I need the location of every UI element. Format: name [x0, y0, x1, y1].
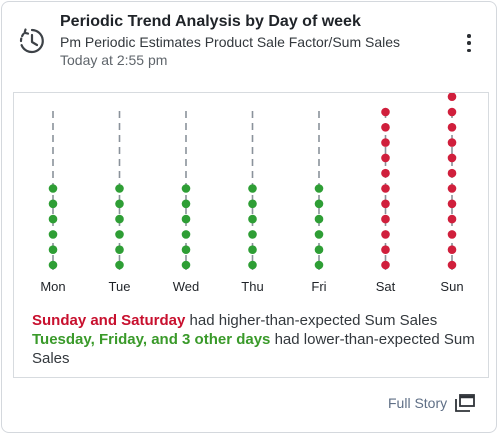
data-dot [447, 168, 457, 178]
data-dot [115, 230, 124, 239]
data-dot [447, 199, 457, 209]
data-dot [48, 230, 58, 239]
data-dot [381, 260, 390, 270]
data-dot [48, 245, 58, 254]
full-story-label: Full Story [388, 395, 448, 411]
insight-lower-text: had lower-than-expected Sum Sales [32, 331, 475, 367]
data-dot [447, 214, 457, 224]
data-dot [381, 230, 390, 239]
card-subtitle: Pm Periodic Estimates Product Sale Facto… [60, 34, 401, 50]
data-dot [447, 184, 457, 193]
data-dot [314, 199, 324, 209]
data-dot [181, 199, 191, 209]
data-dot [115, 245, 124, 254]
data-dot [447, 153, 457, 163]
day-column-sun: Sun [440, 93, 464, 293]
x-tick-label: Fri [311, 279, 326, 293]
data-dot [381, 184, 390, 193]
day-column-wed: Wed [173, 111, 200, 293]
x-tick-label: Tue [109, 279, 131, 293]
kebab-menu-icon[interactable] [462, 34, 476, 52]
insight-higher: Sunday and Saturday had higher-than-expe… [32, 311, 482, 330]
data-dot [314, 214, 324, 224]
data-dot [248, 245, 257, 254]
data-dot [381, 138, 390, 147]
day-of-week-dot-chart: Mon Tue Wed Thu Fri Sat Sun [40, 93, 464, 293]
data-dot [381, 107, 390, 117]
open-in-new-window-icon [455, 394, 476, 412]
data-dot [447, 123, 457, 132]
history-clock-icon [19, 28, 44, 54]
data-dot [447, 230, 457, 239]
day-column-thu: Thu [241, 111, 264, 293]
data-dot [48, 260, 58, 270]
data-dot [381, 153, 390, 163]
day-column-fri: Fri [311, 111, 327, 293]
data-dot [447, 107, 457, 117]
day-column-tue: Tue [109, 111, 131, 293]
full-story-link[interactable]: Full Story [388, 393, 476, 413]
data-dot [248, 184, 257, 193]
x-tick-label: Sat [376, 279, 396, 293]
insight-lower-days: Tuesday, Friday, and 3 other days [32, 331, 271, 348]
x-tick-label: Wed [173, 279, 200, 293]
insight-higher-days: Sunday and Saturday [32, 312, 186, 329]
data-dot [314, 184, 324, 193]
data-dot [447, 260, 457, 270]
data-dot [248, 260, 257, 270]
card-timestamp: Today at 2:55 pm [60, 52, 168, 68]
data-dot [115, 214, 124, 224]
day-column-sat: Sat [376, 107, 396, 293]
data-dot [447, 138, 457, 147]
data-dot [181, 214, 191, 224]
day-column-mon: Mon [40, 111, 66, 293]
data-dot [381, 199, 390, 209]
data-dot [314, 230, 324, 239]
insight-higher-text: had higher-than-expected Sum Sales [185, 312, 438, 329]
insight-lower: Tuesday, Friday, and 3 other days had lo… [32, 330, 482, 368]
insight-summary: Sunday and Saturday had higher-than-expe… [32, 311, 482, 368]
data-dot [248, 230, 257, 239]
data-dot [115, 260, 124, 270]
data-dot [314, 260, 324, 270]
data-dot [48, 184, 58, 193]
data-dot [248, 214, 257, 224]
data-dot [447, 93, 457, 101]
x-tick-label: Sun [440, 279, 463, 293]
chart-panel: Mon Tue Wed Thu Fri Sat Sun Sunday and Saturda… [13, 92, 489, 378]
data-dot [181, 245, 191, 254]
data-dot [447, 245, 457, 254]
card-title: Periodic Trend Analysis by Day of week [60, 13, 361, 30]
data-dot [48, 199, 58, 209]
data-dot [115, 184, 124, 193]
x-tick-label: Mon [40, 279, 65, 293]
data-dot [181, 184, 191, 193]
data-dot [48, 214, 58, 224]
x-tick-label: Thu [241, 279, 263, 293]
data-dot [381, 245, 390, 254]
data-dot [181, 260, 191, 270]
data-dot [381, 123, 390, 132]
data-dot [314, 245, 324, 254]
data-dot [115, 199, 124, 209]
data-dot [381, 168, 390, 178]
data-dot [381, 214, 390, 224]
data-dot [181, 230, 191, 239]
data-dot [248, 199, 257, 209]
